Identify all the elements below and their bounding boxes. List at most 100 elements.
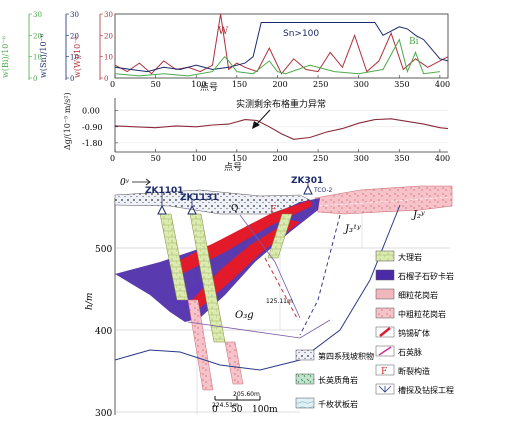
bi-axis-label: w(Bi)/10⁻⁶ <box>1 36 10 78</box>
series-line-bi <box>114 38 440 77</box>
legend-swatch-fault <box>375 364 395 376</box>
geochem-y-ticks: 30 20 10 0 30 20 10 0 30 20 10 0 <box>29 11 113 83</box>
geochem-y-tick-label: 0 <box>70 75 74 83</box>
contact-curve-1 <box>239 214 301 319</box>
depth-label-1: 224.51m <box>212 402 239 409</box>
geochem-x-ticks: 0 50 100 150 200 250 300 350 400 <box>110 80 450 89</box>
gravity-chart: 0 50 100 150 200 250 300 350 400 0.00-0.90-1.80 … <box>63 92 450 173</box>
geochem-x-label: 点号 <box>200 82 218 93</box>
gravity-x-ticks: 0 50 100 150 200 250 300 350 400 <box>110 154 450 163</box>
w-series-label: W <box>218 26 229 37</box>
geochem-plot-frame <box>114 13 449 79</box>
legend-label-quaternary: 第四系残坡积物 <box>318 351 374 361</box>
geochem-x-tick-label: 350 <box>394 80 409 89</box>
marble-column-3 <box>267 213 293 259</box>
legend-label-quartz: 石英脉 <box>398 347 422 357</box>
scale-100: 100m <box>252 405 278 415</box>
depth-label-3: 125.11m <box>266 298 293 305</box>
drill-marker-3 <box>303 184 313 195</box>
gravity-x-tick-label: 150 <box>232 154 247 163</box>
legend-label-marble: 大理岩 <box>398 252 422 262</box>
geochem-x-tick-label: 250 <box>313 80 328 89</box>
geochem-y-tick-label: 10 <box>104 54 113 62</box>
gravity-y-ticks: 0.00 -0.90 -1.80 <box>82 107 118 148</box>
geochem-y-tick-label: 0 <box>33 75 37 83</box>
legend-swatch-slate <box>295 397 315 409</box>
annotation-arrow-head <box>252 121 260 129</box>
tick-300: 300 <box>95 409 112 419</box>
cross-section: 500 400 300 h/m <box>85 176 454 419</box>
geochem-y-tick-label: 30 <box>33 11 42 19</box>
w-axis-label: w(W)/10⁻⁶ <box>73 36 82 78</box>
legend-label-orebody: 钨锡矿体 <box>398 328 430 338</box>
drill-icon <box>378 385 392 393</box>
gravity-x-tick-label: 200 <box>272 154 287 163</box>
gravity-x-tick-label: 300 <box>354 154 369 163</box>
scale-bar: 0 50 100m <box>212 396 278 415</box>
legend-swatch-coarse-granite <box>375 307 395 319</box>
drill-tail-2 <box>224 341 244 385</box>
geochem-x-tick-label: 400 <box>435 80 450 89</box>
label-j3: J₃¹ʸ <box>343 224 361 235</box>
skarn-body <box>115 198 320 322</box>
gravity-annotation: 实测剩余布格重力异常 <box>236 98 326 110</box>
quartz-stroke <box>378 346 392 356</box>
scale-0: 0 <box>212 405 218 415</box>
series-line-sn <box>114 22 449 73</box>
label-j2: J₂ʸ <box>411 210 425 221</box>
geochem-x-tick-label: 300 <box>354 80 369 89</box>
geochem-y-tick-label: 10 <box>33 54 42 62</box>
gravity-x-tick-label: 250 <box>313 154 328 163</box>
legend-right: 大理岩 石榴子石矽卡岩 细粒花岗岩 中粗粒花岗岩 钨锡矿体 石英脉 F 断裂构造… <box>375 250 454 395</box>
geochem-grid <box>114 75 441 78</box>
tick-400: 400 <box>95 327 112 337</box>
series-line-w <box>114 13 449 75</box>
geochem-y-tick-label: 20 <box>33 32 42 40</box>
geochem-x-tick-label: 200 <box>272 80 287 89</box>
gravity-x-tick-label: 400 <box>435 154 450 163</box>
sn-axis-label: w(Sn)/10⁻⁶ <box>39 34 48 78</box>
geochem-chart: 0 50 100 150 200 250 300 350 400 302010030201003… <box>1 11 450 93</box>
contact-curve-2 <box>187 319 331 339</box>
north-arrow <box>132 178 151 186</box>
geochem-x-tick-label: 50 <box>151 80 161 89</box>
fault-dashed-1 <box>264 257 299 321</box>
sn-series-label: Sn>100 <box>283 29 319 39</box>
label-o3g: O₃g <box>235 310 254 321</box>
orebody-stroke <box>379 327 391 337</box>
legend-label-coarse-granite: 中粗粒花岗岩 <box>398 309 446 319</box>
geochem-y-tick-label: 0 <box>104 75 108 83</box>
legend-swatch-hornfels <box>295 373 315 385</box>
geochem-series <box>114 13 449 77</box>
gravity-y-tick-label: 0.00 <box>82 107 100 116</box>
section-y-label: h/m <box>85 293 95 310</box>
gravity-series-line <box>114 118 449 140</box>
gravity-grid <box>114 110 448 152</box>
depth-label-2: 205.60m <box>233 391 260 398</box>
legend-swatch-quaternary <box>295 349 315 361</box>
granite-body <box>314 185 453 215</box>
label-f: F <box>270 205 276 215</box>
label-q: Q <box>231 204 238 214</box>
fault-glyph: F <box>381 367 387 377</box>
gravity-series <box>114 118 449 140</box>
gravity-x-tick-label: 0 <box>110 154 115 163</box>
gravity-x-tick-label: 350 <box>394 154 409 163</box>
drill-marker-2 <box>187 204 197 215</box>
legend-label-fault: 断裂构造 <box>398 366 430 376</box>
geochem-y-tick-label: 10 <box>70 54 79 62</box>
geochem-y-tick-label: 20 <box>104 32 113 40</box>
gravity-y-label: Δg/(10⁻⁵ m/s²) <box>63 92 72 150</box>
geochem-y-tick-label: 30 <box>70 11 79 19</box>
orebody-lower <box>190 220 300 308</box>
legend-label-drill: 槽探及钻探工程 <box>398 385 454 395</box>
gravity-y-tick-label: -0.90 <box>82 123 103 132</box>
annotation-arrow-line <box>255 109 271 126</box>
drill-label-zk1131: ZK1131 <box>180 193 219 203</box>
geochem-y-tick-label: 20 <box>70 32 79 40</box>
legend-middle: 第四系残坡积物 长英质角岩 千枚状板岩 <box>295 349 374 409</box>
drill-marker-1 <box>157 204 167 215</box>
fault-dashed-2 <box>299 214 341 336</box>
legend-label-skarn: 石榴子石矽卡岩 <box>398 271 454 281</box>
legend-swatch-marble <box>375 250 395 262</box>
